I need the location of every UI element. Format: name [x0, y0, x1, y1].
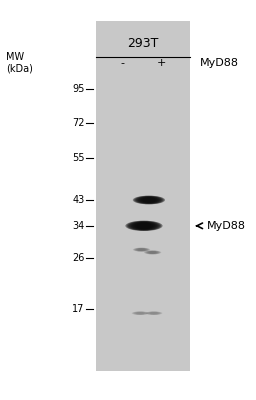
Ellipse shape	[143, 197, 155, 203]
Text: 72: 72	[72, 118, 84, 128]
Ellipse shape	[146, 251, 159, 254]
Ellipse shape	[137, 223, 151, 229]
Ellipse shape	[132, 312, 148, 315]
Ellipse shape	[144, 250, 161, 254]
Ellipse shape	[146, 312, 161, 315]
Text: 26: 26	[72, 252, 84, 262]
Ellipse shape	[131, 222, 157, 230]
Text: 43: 43	[72, 195, 84, 205]
Ellipse shape	[133, 312, 148, 315]
Ellipse shape	[141, 197, 157, 203]
Ellipse shape	[133, 248, 150, 252]
Text: 55: 55	[72, 153, 84, 163]
Ellipse shape	[134, 196, 164, 204]
Ellipse shape	[145, 312, 163, 315]
Text: MyD88: MyD88	[207, 221, 246, 231]
Ellipse shape	[133, 312, 147, 315]
Ellipse shape	[146, 312, 162, 315]
Ellipse shape	[137, 196, 161, 204]
Ellipse shape	[135, 196, 163, 204]
Ellipse shape	[136, 222, 152, 229]
Text: +: +	[157, 58, 166, 68]
Ellipse shape	[147, 251, 158, 254]
Text: 95: 95	[72, 84, 84, 94]
Ellipse shape	[140, 197, 158, 203]
Text: -: -	[120, 58, 124, 68]
Ellipse shape	[136, 248, 147, 251]
Text: MW
(kDa): MW (kDa)	[6, 52, 33, 74]
Bar	[95, 21, 190, 371]
Ellipse shape	[135, 248, 148, 251]
Ellipse shape	[135, 248, 148, 251]
Ellipse shape	[133, 222, 155, 230]
Ellipse shape	[125, 221, 163, 231]
Ellipse shape	[133, 248, 150, 252]
Ellipse shape	[146, 251, 159, 254]
Ellipse shape	[138, 196, 159, 204]
Ellipse shape	[128, 221, 160, 230]
Ellipse shape	[133, 196, 165, 204]
Ellipse shape	[134, 248, 149, 252]
Text: 34: 34	[72, 221, 84, 231]
Ellipse shape	[129, 221, 159, 230]
Ellipse shape	[147, 312, 161, 315]
Ellipse shape	[132, 222, 156, 230]
Ellipse shape	[132, 312, 149, 315]
Ellipse shape	[136, 196, 162, 204]
Text: MyD88: MyD88	[200, 58, 239, 68]
Ellipse shape	[127, 221, 161, 231]
Ellipse shape	[134, 222, 153, 230]
Ellipse shape	[142, 197, 156, 203]
Text: 17: 17	[72, 304, 84, 314]
Ellipse shape	[145, 251, 160, 254]
Ellipse shape	[145, 250, 161, 254]
Text: 293T: 293T	[127, 36, 158, 50]
